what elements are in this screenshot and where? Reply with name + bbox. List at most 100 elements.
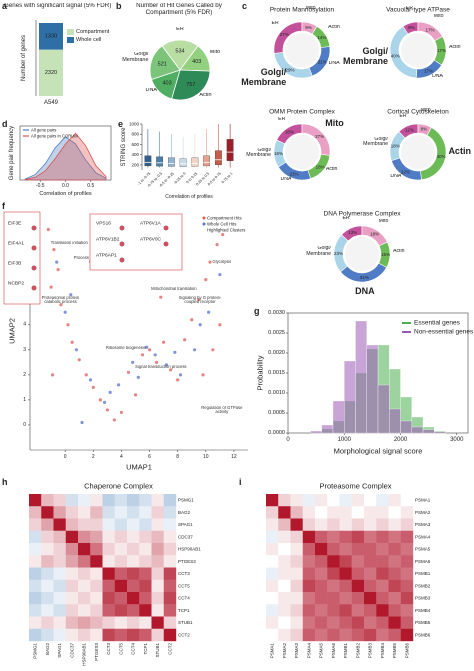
histogram-bar: [434, 431, 446, 434]
heatmap-cell: [41, 530, 54, 544]
scatter-point: [91, 385, 95, 389]
box-body: [191, 157, 199, 167]
heatmap-cell: [78, 616, 91, 629]
scatter-point: [169, 368, 173, 372]
scatter-point: [55, 260, 59, 264]
heatmap-cell: [29, 604, 42, 617]
heatmap-cell: [139, 555, 152, 568]
heatmap-cell: [266, 616, 279, 629]
gene-label: ATP6AP1: [96, 253, 117, 259]
cluster-annotation-box: Translation initiation: [51, 241, 88, 245]
heatmap-cell: [41, 592, 54, 605]
value-label: 29%: [286, 68, 295, 73]
heatmap-cell: [302, 567, 316, 580]
heatmap-cell: [114, 567, 128, 580]
gene-label: EIF3B: [8, 261, 21, 267]
scatter-point: [46, 227, 50, 232]
category-label: Mito: [433, 14, 444, 20]
heatmap-cell: [29, 494, 42, 507]
heatmap-cell: [266, 555, 279, 568]
heatmap-cell: [290, 555, 303, 568]
heatmap-cell: [364, 530, 377, 544]
legend-label: All gene pairs: [31, 128, 56, 133]
category-label-box: Mito: [421, 108, 431, 113]
gene-label: ATP6V0C: [140, 237, 162, 243]
box-body: [156, 156, 164, 167]
heatmap-cell: [102, 592, 115, 605]
heatmap-cell: [114, 518, 128, 531]
scatter-point: [211, 348, 215, 352]
scatter-point: [218, 323, 222, 327]
scatter-point: [98, 398, 102, 402]
heatmap-cell: [127, 506, 140, 519]
heatmap-cell: [151, 555, 164, 568]
category-label: ER: [405, 6, 413, 12]
heatmap-cell: [266, 518, 279, 531]
x-axis-label: Correlation of profiles: [39, 191, 92, 197]
column-label: PTGES3: [94, 643, 99, 661]
heatmap-cell: [90, 555, 103, 568]
heatmap-cell: [315, 555, 328, 568]
heatmap-cell: [400, 604, 414, 617]
heatmap-cell: [388, 543, 401, 556]
category-label-box: Mito: [379, 219, 389, 224]
column-label: PSMB5: [392, 643, 397, 659]
y-tick-label: 600: [131, 142, 139, 147]
heatmap-cell: [351, 616, 365, 629]
row-label: PSMA1: [415, 498, 431, 503]
heatmap-cell: [364, 616, 377, 629]
heatmap-cell: [290, 579, 303, 593]
heatmap-cell: [315, 604, 328, 617]
y-tick-label: 400: [131, 152, 139, 157]
value-label: 17%: [437, 48, 446, 53]
x-tick-label: 1000: [338, 437, 352, 443]
heatmap-cell: [351, 579, 365, 593]
column-label: CCT3: [106, 643, 111, 655]
heatmap-cell: [376, 506, 389, 519]
donut-title: Protein Mannosylation: [270, 7, 335, 14]
heatmap-cell: [302, 506, 316, 519]
row-label: SPAG1: [178, 522, 193, 527]
donut-title: Cortical Cytoskeleton: [387, 109, 449, 116]
heatmap-cell: [114, 604, 128, 617]
category-label: ER: [399, 113, 407, 119]
legend-swatch: [67, 37, 74, 43]
value-label: 17%: [425, 27, 434, 32]
column-label: CCT5: [118, 643, 123, 655]
heatmap-cell: [114, 494, 128, 507]
heatmap-cell: [351, 494, 365, 507]
x-tick-label: A549: [44, 100, 59, 106]
heatmap-cell: [266, 628, 279, 642]
heatmap-cell: [53, 604, 66, 617]
value-label: 1330: [45, 33, 57, 39]
heatmap-cell: [90, 579, 103, 593]
heatmap-cell: [127, 530, 140, 544]
heatmap-cell: [351, 543, 365, 556]
y-tick-label: 1000: [129, 122, 140, 127]
row-label: PSMA6: [415, 559, 431, 564]
heatmap-cell: [65, 628, 79, 642]
cluster-annotation-box: Signaling by G protein-coupled receptor: [179, 296, 222, 304]
value-label: 9%: [408, 25, 415, 30]
heatmap-cell: [388, 518, 401, 531]
heatmap-cell: [339, 494, 352, 507]
heatmap-cell: [41, 506, 54, 519]
heatmap-cell: [351, 604, 365, 617]
scatter-point: [69, 293, 73, 297]
heatmap-cell: [327, 506, 340, 519]
heatmap-cell: [65, 530, 79, 544]
heatmap-cell: [290, 506, 303, 519]
heatmap-cell: [114, 555, 128, 568]
column-label: HSP90AB1: [82, 643, 87, 666]
row-label: BAG2: [178, 510, 191, 515]
heatmap-cell: [351, 555, 365, 568]
heatmap-cell: [41, 543, 54, 556]
value-label: 21%: [290, 172, 299, 177]
donut-title: Vacuolar-type ATPase: [386, 7, 450, 14]
gene-label: EIF3E: [8, 221, 21, 227]
chart-title: Number of Hit Genes Called by Compartmen…: [136, 3, 222, 16]
histogram-bar: [344, 360, 356, 434]
heatmap-cell: [53, 518, 66, 531]
scatter-point: [136, 375, 140, 379]
heatmap-cell: [114, 579, 128, 593]
